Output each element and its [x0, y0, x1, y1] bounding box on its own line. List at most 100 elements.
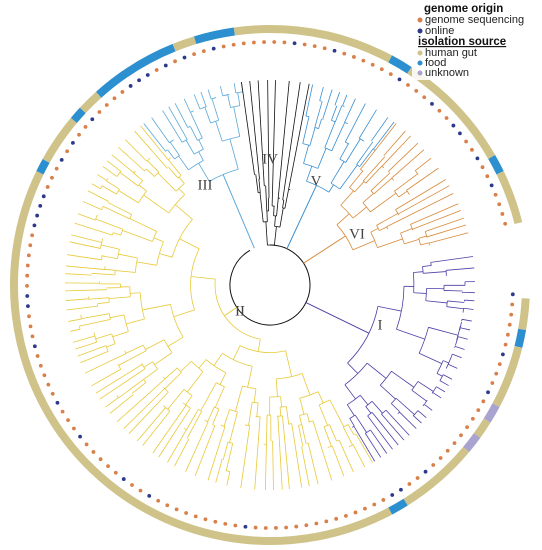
- origin-dot: [390, 493, 395, 497]
- origin-dot: [414, 89, 419, 93]
- branch: [106, 180, 120, 190]
- branch: [331, 119, 336, 123]
- branch: [417, 381, 434, 392]
- branch: [186, 409, 199, 430]
- branch: [116, 188, 120, 195]
- branch: [299, 391, 319, 399]
- branch: [182, 139, 188, 143]
- branch: [422, 266, 424, 274]
- origin-dot: [112, 96, 117, 101]
- branch: [418, 327, 429, 354]
- ring-segment: [233, 25, 271, 36]
- branch: [143, 361, 153, 368]
- branch: [349, 170, 364, 188]
- ring-segment: [496, 171, 523, 225]
- branch: [159, 253, 173, 258]
- leaf-branch: [383, 130, 406, 156]
- ring-segment: [172, 36, 197, 52]
- branch: [422, 404, 425, 407]
- origin-dot: [274, 526, 278, 530]
- branch: [436, 360, 444, 374]
- branch: [459, 321, 462, 328]
- branch: [400, 232, 405, 245]
- branch: [365, 165, 383, 184]
- origin-dot: [120, 90, 125, 94]
- leaf-branch: [397, 185, 450, 215]
- leaf-branch: [118, 146, 145, 172]
- branch: [299, 413, 308, 416]
- leaf-branch: [77, 213, 96, 221]
- branch: [288, 423, 292, 425]
- branch: [381, 165, 385, 169]
- branch: [188, 160, 204, 171]
- branch: [428, 326, 459, 336]
- leaf-branch: [71, 234, 102, 243]
- branch: [125, 344, 144, 354]
- origin-dot: [35, 354, 40, 358]
- branch: [336, 439, 340, 442]
- branch: [280, 396, 283, 408]
- branch: [229, 244, 311, 326]
- branch: [212, 408, 220, 425]
- branch: [306, 166, 313, 182]
- leaf-branch: [125, 139, 148, 162]
- branch: [303, 235, 346, 264]
- origin-dot: [332, 48, 337, 53]
- leaf-branch: [226, 471, 231, 486]
- leaf-branch: [168, 106, 188, 140]
- branch: [207, 406, 215, 422]
- branch: [349, 414, 356, 419]
- leaf-branch: [75, 341, 97, 350]
- branch: [145, 339, 165, 350]
- origin-dot: [322, 46, 327, 51]
- legend-title: isolation source: [418, 36, 506, 48]
- branch: [323, 426, 332, 447]
- branch: [136, 261, 157, 266]
- branch: [395, 209, 399, 216]
- branch: [133, 172, 143, 181]
- branch: [410, 224, 414, 231]
- origin-dot: [334, 516, 339, 521]
- branch: [211, 97, 217, 100]
- leaf-branch: [412, 209, 462, 230]
- legend-item: genome sequencing: [425, 14, 524, 26]
- branch: [314, 101, 323, 128]
- branch: [279, 207, 284, 228]
- ring-segment: [492, 345, 523, 408]
- branch: [360, 169, 364, 172]
- leaf-branch: [109, 394, 134, 414]
- leaf-branch: [240, 425, 251, 488]
- branch: [400, 228, 413, 234]
- branch: [124, 350, 127, 354]
- origin-dot: [451, 123, 456, 128]
- branch: [164, 372, 182, 390]
- origin-dot: [361, 58, 366, 63]
- branch: [118, 253, 138, 259]
- origin-dot: [137, 78, 141, 83]
- branch: [406, 190, 410, 195]
- branch: [344, 362, 368, 386]
- branch: [169, 139, 174, 144]
- branch: [105, 345, 109, 352]
- branch: [147, 160, 160, 173]
- branch: [376, 225, 380, 231]
- leaf-branch: [68, 318, 82, 322]
- branch: [301, 424, 307, 444]
- branch: [443, 290, 463, 292]
- legend-item: human gut: [425, 47, 477, 59]
- leaf-branch: [95, 364, 143, 394]
- branch: [88, 297, 109, 300]
- branch: [137, 180, 143, 187]
- branch: [339, 158, 346, 163]
- branch: [365, 406, 372, 414]
- branch: [154, 171, 160, 177]
- leaf-branch: [70, 328, 81, 332]
- legend-title: genome origin: [424, 3, 503, 15]
- branch: [352, 240, 375, 251]
- leaf-branch: [158, 407, 191, 458]
- ring-segment: [70, 107, 86, 124]
- branch: [303, 145, 309, 164]
- origin-dot: [60, 409, 65, 414]
- ring-segment: [403, 446, 470, 506]
- origin-dot: [475, 156, 480, 161]
